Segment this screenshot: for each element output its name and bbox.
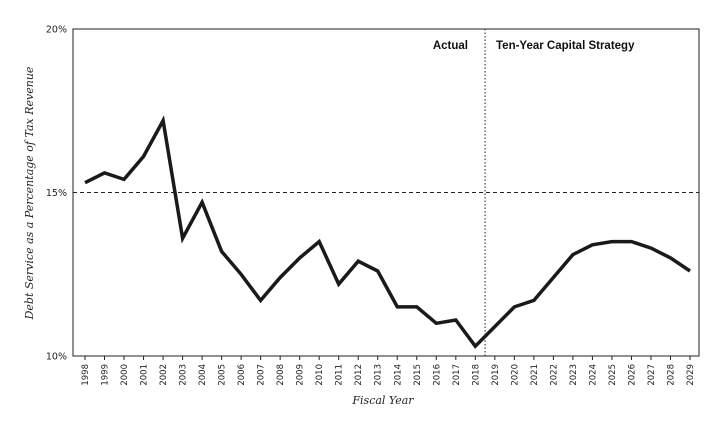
y-axis-title: Debt Service as a Percentage of Tax Reve… bbox=[23, 66, 36, 320]
y-tick-label: 15% bbox=[46, 188, 67, 199]
series-line bbox=[84, 115, 691, 349]
x-tick-label: 2018 bbox=[471, 364, 481, 386]
x-tick-label: 2015 bbox=[413, 364, 423, 386]
x-tick-label: 2002 bbox=[159, 364, 169, 386]
x-tick-label: 2008 bbox=[276, 364, 286, 386]
x-tick-label: 2013 bbox=[374, 364, 384, 386]
x-tick-label: 2029 bbox=[686, 364, 696, 386]
x-tick-label: 2014 bbox=[393, 364, 403, 386]
x-tick-label: 2003 bbox=[179, 364, 189, 386]
actual-label: Actual bbox=[433, 40, 468, 52]
x-tick-label: 2009 bbox=[296, 364, 306, 386]
x-tick-label: 2024 bbox=[588, 364, 598, 386]
x-tick-label: 2025 bbox=[608, 364, 618, 386]
x-tick-label: 2020 bbox=[510, 364, 520, 386]
x-tick-label: 2021 bbox=[530, 364, 540, 386]
x-tick-label: 2019 bbox=[491, 364, 501, 386]
x-tick-label: 2006 bbox=[237, 364, 247, 386]
x-tick-label: 2022 bbox=[549, 364, 559, 386]
x-tick-label: 2001 bbox=[140, 364, 150, 386]
x-tick-label: 1999 bbox=[101, 364, 111, 386]
x-axis-ticks: 1998 1999 2000 2001 2002 2003 2004 2005 2006 2007… bbox=[81, 356, 696, 386]
x-tick-label: 2028 bbox=[666, 364, 676, 386]
x-tick-label: 2010 bbox=[315, 364, 325, 386]
x-tick-label: 2004 bbox=[198, 364, 208, 386]
x-tick-label: 2027 bbox=[647, 364, 657, 386]
x-tick-label: 2011 bbox=[335, 364, 345, 386]
x-axis-title: Fiscal Year bbox=[351, 394, 414, 407]
y-tick-label: 20% bbox=[46, 25, 67, 36]
forecast-label: Ten-Year Capital Strategy bbox=[496, 40, 635, 52]
x-tick-label: 2012 bbox=[354, 364, 364, 386]
x-tick-label: 2016 bbox=[432, 364, 442, 386]
x-tick-label: 2005 bbox=[218, 364, 228, 386]
y-axis-ticks: 10% 15% 20% bbox=[46, 25, 67, 363]
x-tick-label: 2007 bbox=[257, 364, 267, 386]
x-tick-label: 2000 bbox=[120, 364, 130, 386]
x-tick-label: 2023 bbox=[569, 364, 579, 386]
y-tick-label: 10% bbox=[46, 352, 67, 363]
x-tick-label: 1998 bbox=[81, 364, 91, 386]
x-tick-label: 2017 bbox=[452, 364, 462, 386]
x-tick-label: 2026 bbox=[627, 364, 637, 386]
